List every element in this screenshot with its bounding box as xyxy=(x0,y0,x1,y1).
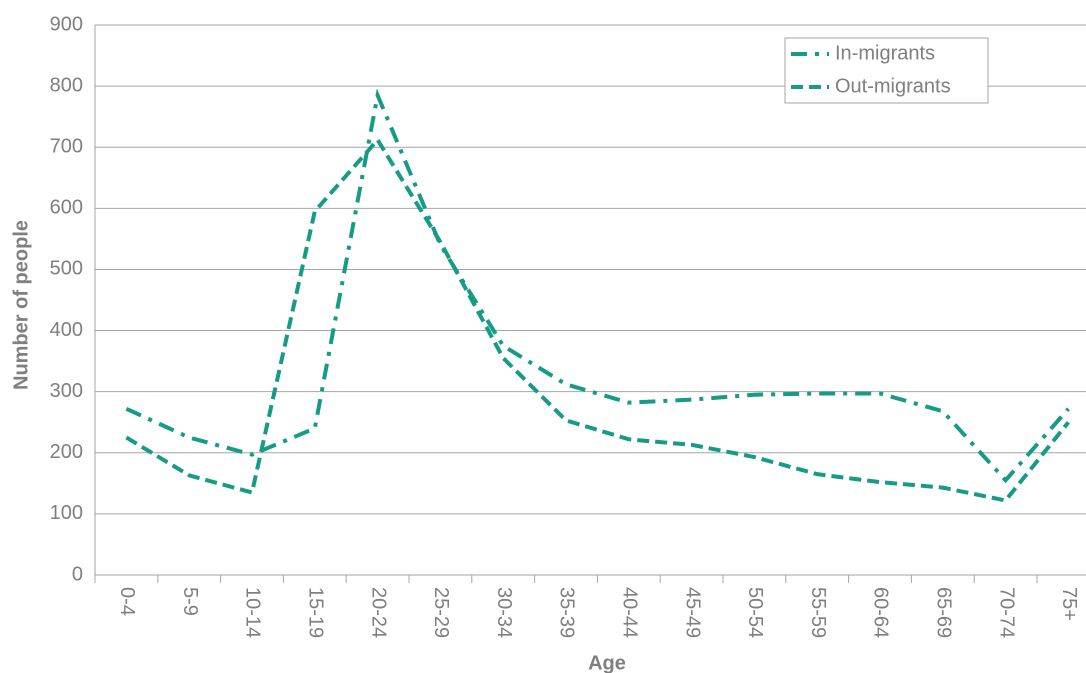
x-tick-label: 15-19 xyxy=(305,587,327,638)
x-tick-label: 75+ xyxy=(1058,587,1080,621)
y-axis-label: Number of people xyxy=(10,220,32,390)
x-tick-label: 55-59 xyxy=(807,587,829,638)
x-tick-label: 45-49 xyxy=(681,587,703,638)
x-tick-label: 30-34 xyxy=(493,587,515,638)
x-tick-label: 10-14 xyxy=(242,587,264,638)
line-series xyxy=(125,88,1070,484)
y-tick-label: 900 xyxy=(50,13,83,35)
x-tick-label: 65-69 xyxy=(933,587,955,638)
y-tick-label: 100 xyxy=(50,502,83,524)
y-tick-label: 0 xyxy=(72,563,83,585)
y-tick-label: 800 xyxy=(50,74,83,96)
legend-label: Out-migrants xyxy=(835,75,951,97)
line-series xyxy=(125,136,1070,503)
legend-box xyxy=(784,37,989,104)
x-tick-label: 60-64 xyxy=(870,587,892,638)
y-tick-label: 700 xyxy=(50,136,83,158)
x-tick-label: 0-4 xyxy=(116,587,138,616)
x-tick-label: 25-29 xyxy=(430,587,452,638)
x-tick-label: 5-9 xyxy=(179,587,201,616)
x-axis-label: Age xyxy=(588,652,626,673)
y-tick-label: 600 xyxy=(50,197,83,219)
legend-label: In-migrants xyxy=(835,42,935,64)
y-tick-label: 300 xyxy=(50,380,83,402)
x-tick-label: 20-24 xyxy=(367,587,389,638)
x-tick-label: 50-54 xyxy=(744,587,766,638)
x-tick-label: 40-44 xyxy=(619,587,641,638)
y-tick-label: 200 xyxy=(50,441,83,463)
x-tick-label: 70-74 xyxy=(995,587,1017,638)
x-tick-label: 35-39 xyxy=(556,587,578,638)
y-tick-label: 500 xyxy=(50,258,83,280)
y-tick-label: 400 xyxy=(50,319,83,341)
